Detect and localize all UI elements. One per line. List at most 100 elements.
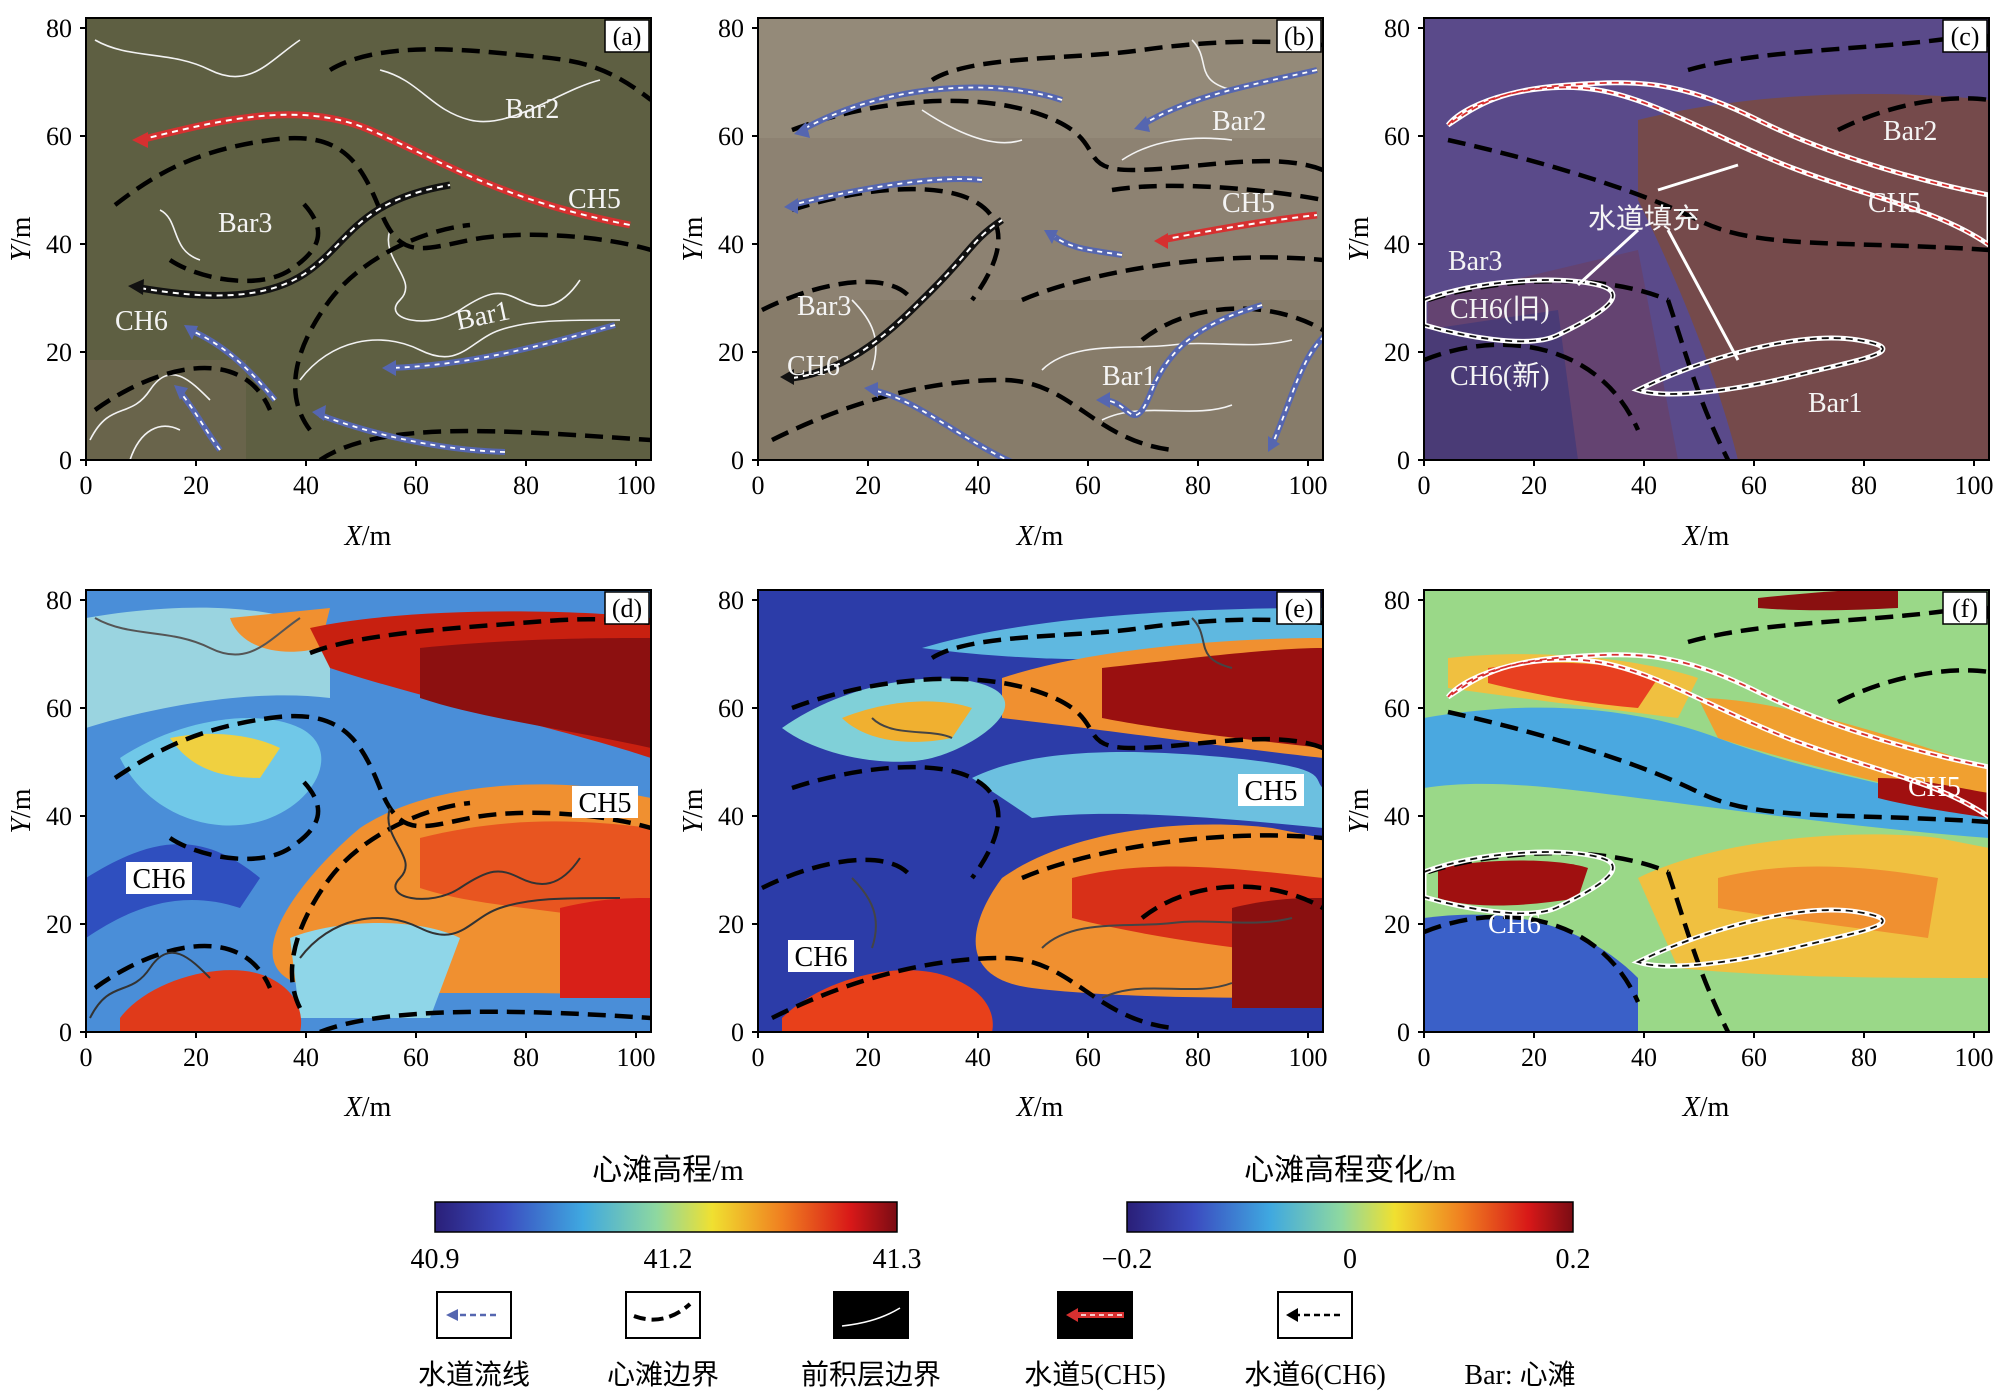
svg-text:前积层边界: 前积层边界 — [801, 1359, 941, 1391]
svg-text:0: 0 — [752, 1043, 765, 1072]
svg-text:60: 60 — [718, 694, 744, 723]
svg-text:100: 100 — [617, 471, 656, 500]
label-ch6-a: CH6 — [115, 306, 168, 337]
svg-text:40: 40 — [293, 1043, 319, 1072]
label-bar2-c: Bar2 — [1883, 116, 1937, 147]
svg-text:20: 20 — [46, 910, 72, 939]
svg-text:20: 20 — [1521, 471, 1547, 500]
bar-boundaries-a — [93, 47, 651, 460]
label-bar2-b: Bar2 — [1212, 106, 1266, 137]
annotation-leaders-c — [1576, 163, 1740, 361]
svg-text:0: 0 — [59, 446, 72, 475]
legend-item-ch5: 水道5(CH5) — [1024, 1291, 1166, 1391]
svg-text:0: 0 — [59, 1018, 72, 1047]
svg-text:水道6(CH6): 水道6(CH6) — [1244, 1359, 1386, 1391]
svg-text:0: 0 — [1397, 1018, 1410, 1047]
svg-text:Y/m: Y/m — [6, 788, 37, 833]
svg-text:40: 40 — [1631, 1043, 1657, 1072]
label-bar1-c: Bar1 — [1808, 388, 1862, 419]
svg-text:20: 20 — [855, 471, 881, 500]
svg-text:100: 100 — [1289, 471, 1328, 500]
svg-text:60: 60 — [46, 694, 72, 723]
label-ch6-new-c: CH6(新) — [1450, 360, 1550, 392]
label-ch5-d: CH5 — [579, 788, 632, 819]
svg-text:0: 0 — [80, 471, 93, 500]
svg-text:60: 60 — [403, 1043, 429, 1072]
panel-tag-c: (c) — [1951, 22, 1980, 51]
panel-e: (e) CH5 CH6 0 20 40 60 80 0 20 40 60 80 … — [678, 586, 1328, 1123]
label-ch6-e: CH6 — [795, 942, 848, 973]
svg-text:20: 20 — [1521, 1043, 1547, 1072]
panel-tag-f: (f) — [1952, 594, 1978, 623]
svg-text:Y/m: Y/m — [678, 788, 709, 833]
svg-text:20: 20 — [855, 1043, 881, 1072]
panel-tag-d: (d) — [612, 594, 642, 623]
label-ch6-f: CH6 — [1488, 909, 1541, 940]
svg-text:60: 60 — [46, 122, 72, 151]
panel-d: (d) CH5 CH6 0 20 40 60 80 0 20 40 60 80 … — [6, 586, 656, 1123]
svg-text:40: 40 — [1384, 802, 1410, 831]
label-ch6-d: CH6 — [133, 864, 186, 895]
svg-text:0: 0 — [1418, 1043, 1431, 1072]
legend-item-flowline: 水道流线 — [418, 1291, 530, 1391]
label-channel-fill-c: 水道填充 — [1588, 203, 1700, 235]
svg-text:40: 40 — [46, 802, 72, 831]
label-bar3-a: Bar3 — [218, 208, 272, 239]
label-bar1-b: Bar1 — [1102, 361, 1156, 392]
panel-tag-e: (e) — [1285, 594, 1314, 623]
svg-text:41.3: 41.3 — [873, 1244, 922, 1275]
svg-text:80: 80 — [1185, 1043, 1211, 1072]
panel-c: Bar2 CH5 水道填充 Bar3 CH6(旧) CH6(新) Bar1 (c… — [1344, 14, 1994, 552]
ch5-arrow-head-a — [132, 132, 148, 148]
svg-text:40: 40 — [1384, 230, 1410, 259]
y-axis-a: 0 20 40 60 80 — [46, 14, 86, 475]
svg-text:心滩高程变化/m: 心滩高程变化/m — [1244, 1154, 1456, 1187]
svg-text:Y/m: Y/m — [1344, 216, 1375, 261]
x-axis-label-a: X/m — [344, 521, 392, 552]
svg-text:0: 0 — [731, 1018, 744, 1047]
svg-text:20: 20 — [718, 910, 744, 939]
svg-text:80: 80 — [46, 586, 72, 615]
svg-text:60: 60 — [1741, 1043, 1767, 1072]
svg-text:X/m: X/m — [1682, 521, 1730, 552]
panel-tag-b: (b) — [1284, 22, 1314, 51]
legend: 水道流线 心滩边界 前积层边界 水道5(CH5) 水道6(CH6) Bar: 心… — [418, 1291, 1576, 1391]
svg-text:100: 100 — [1955, 1043, 1994, 1072]
svg-text:20: 20 — [1384, 910, 1410, 939]
svg-text:40: 40 — [965, 1043, 991, 1072]
svg-text:80: 80 — [513, 1043, 539, 1072]
label-bar2-a: Bar2 — [505, 94, 559, 125]
svg-text:Y/m: Y/m — [678, 216, 709, 261]
label-ch5-f: CH5 — [1908, 772, 1961, 803]
svg-text:60: 60 — [1384, 694, 1410, 723]
svg-text:Y/m: Y/m — [1344, 788, 1375, 833]
svg-text:80: 80 — [513, 471, 539, 500]
panel-b: Bar2 CH5 Bar3 CH6 Bar1 (b) 0 20 40 60 80… — [678, 14, 1328, 552]
svg-text:X/m: X/m — [1682, 1092, 1730, 1123]
svg-text:60: 60 — [403, 471, 429, 500]
svg-text:X/m: X/m — [1016, 1092, 1064, 1123]
colorbar-elevation: 心滩高程/m 40.9 41.2 41.3 — [411, 1154, 922, 1275]
legend-note: Bar: 心滩 — [1464, 1359, 1575, 1391]
svg-text:60: 60 — [1384, 122, 1410, 151]
panel-a: Bar2 Bar3 Bar1 CH5 CH6 (a) 0 20 40 60 80… — [6, 14, 656, 552]
svg-text:0: 0 — [1397, 446, 1410, 475]
svg-text:40: 40 — [1631, 471, 1657, 500]
label-ch6-old-c: CH6(旧) — [1450, 294, 1550, 325]
label-ch5-c: CH5 — [1868, 188, 1921, 219]
svg-text:80: 80 — [1185, 471, 1211, 500]
svg-text:0: 0 — [1343, 1244, 1357, 1275]
svg-text:80: 80 — [1851, 471, 1877, 500]
svg-text:80: 80 — [46, 14, 72, 43]
svg-text:60: 60 — [718, 122, 744, 151]
y-axis-label-a: Y/m — [6, 216, 37, 261]
svg-text:60: 60 — [1075, 471, 1101, 500]
panel-tag-a: (a) — [613, 22, 642, 51]
svg-text:80: 80 — [1384, 586, 1410, 615]
svg-text:80: 80 — [718, 586, 744, 615]
panel-f: (f) CH5 CH6 0 20 40 60 80 0 20 40 60 80 … — [1344, 586, 1994, 1123]
label-ch6-b: CH6 — [787, 351, 840, 382]
x-axis-a: 0 20 40 60 80 100 — [80, 460, 656, 500]
svg-text:40: 40 — [965, 471, 991, 500]
svg-text:水道流线: 水道流线 — [418, 1359, 530, 1391]
